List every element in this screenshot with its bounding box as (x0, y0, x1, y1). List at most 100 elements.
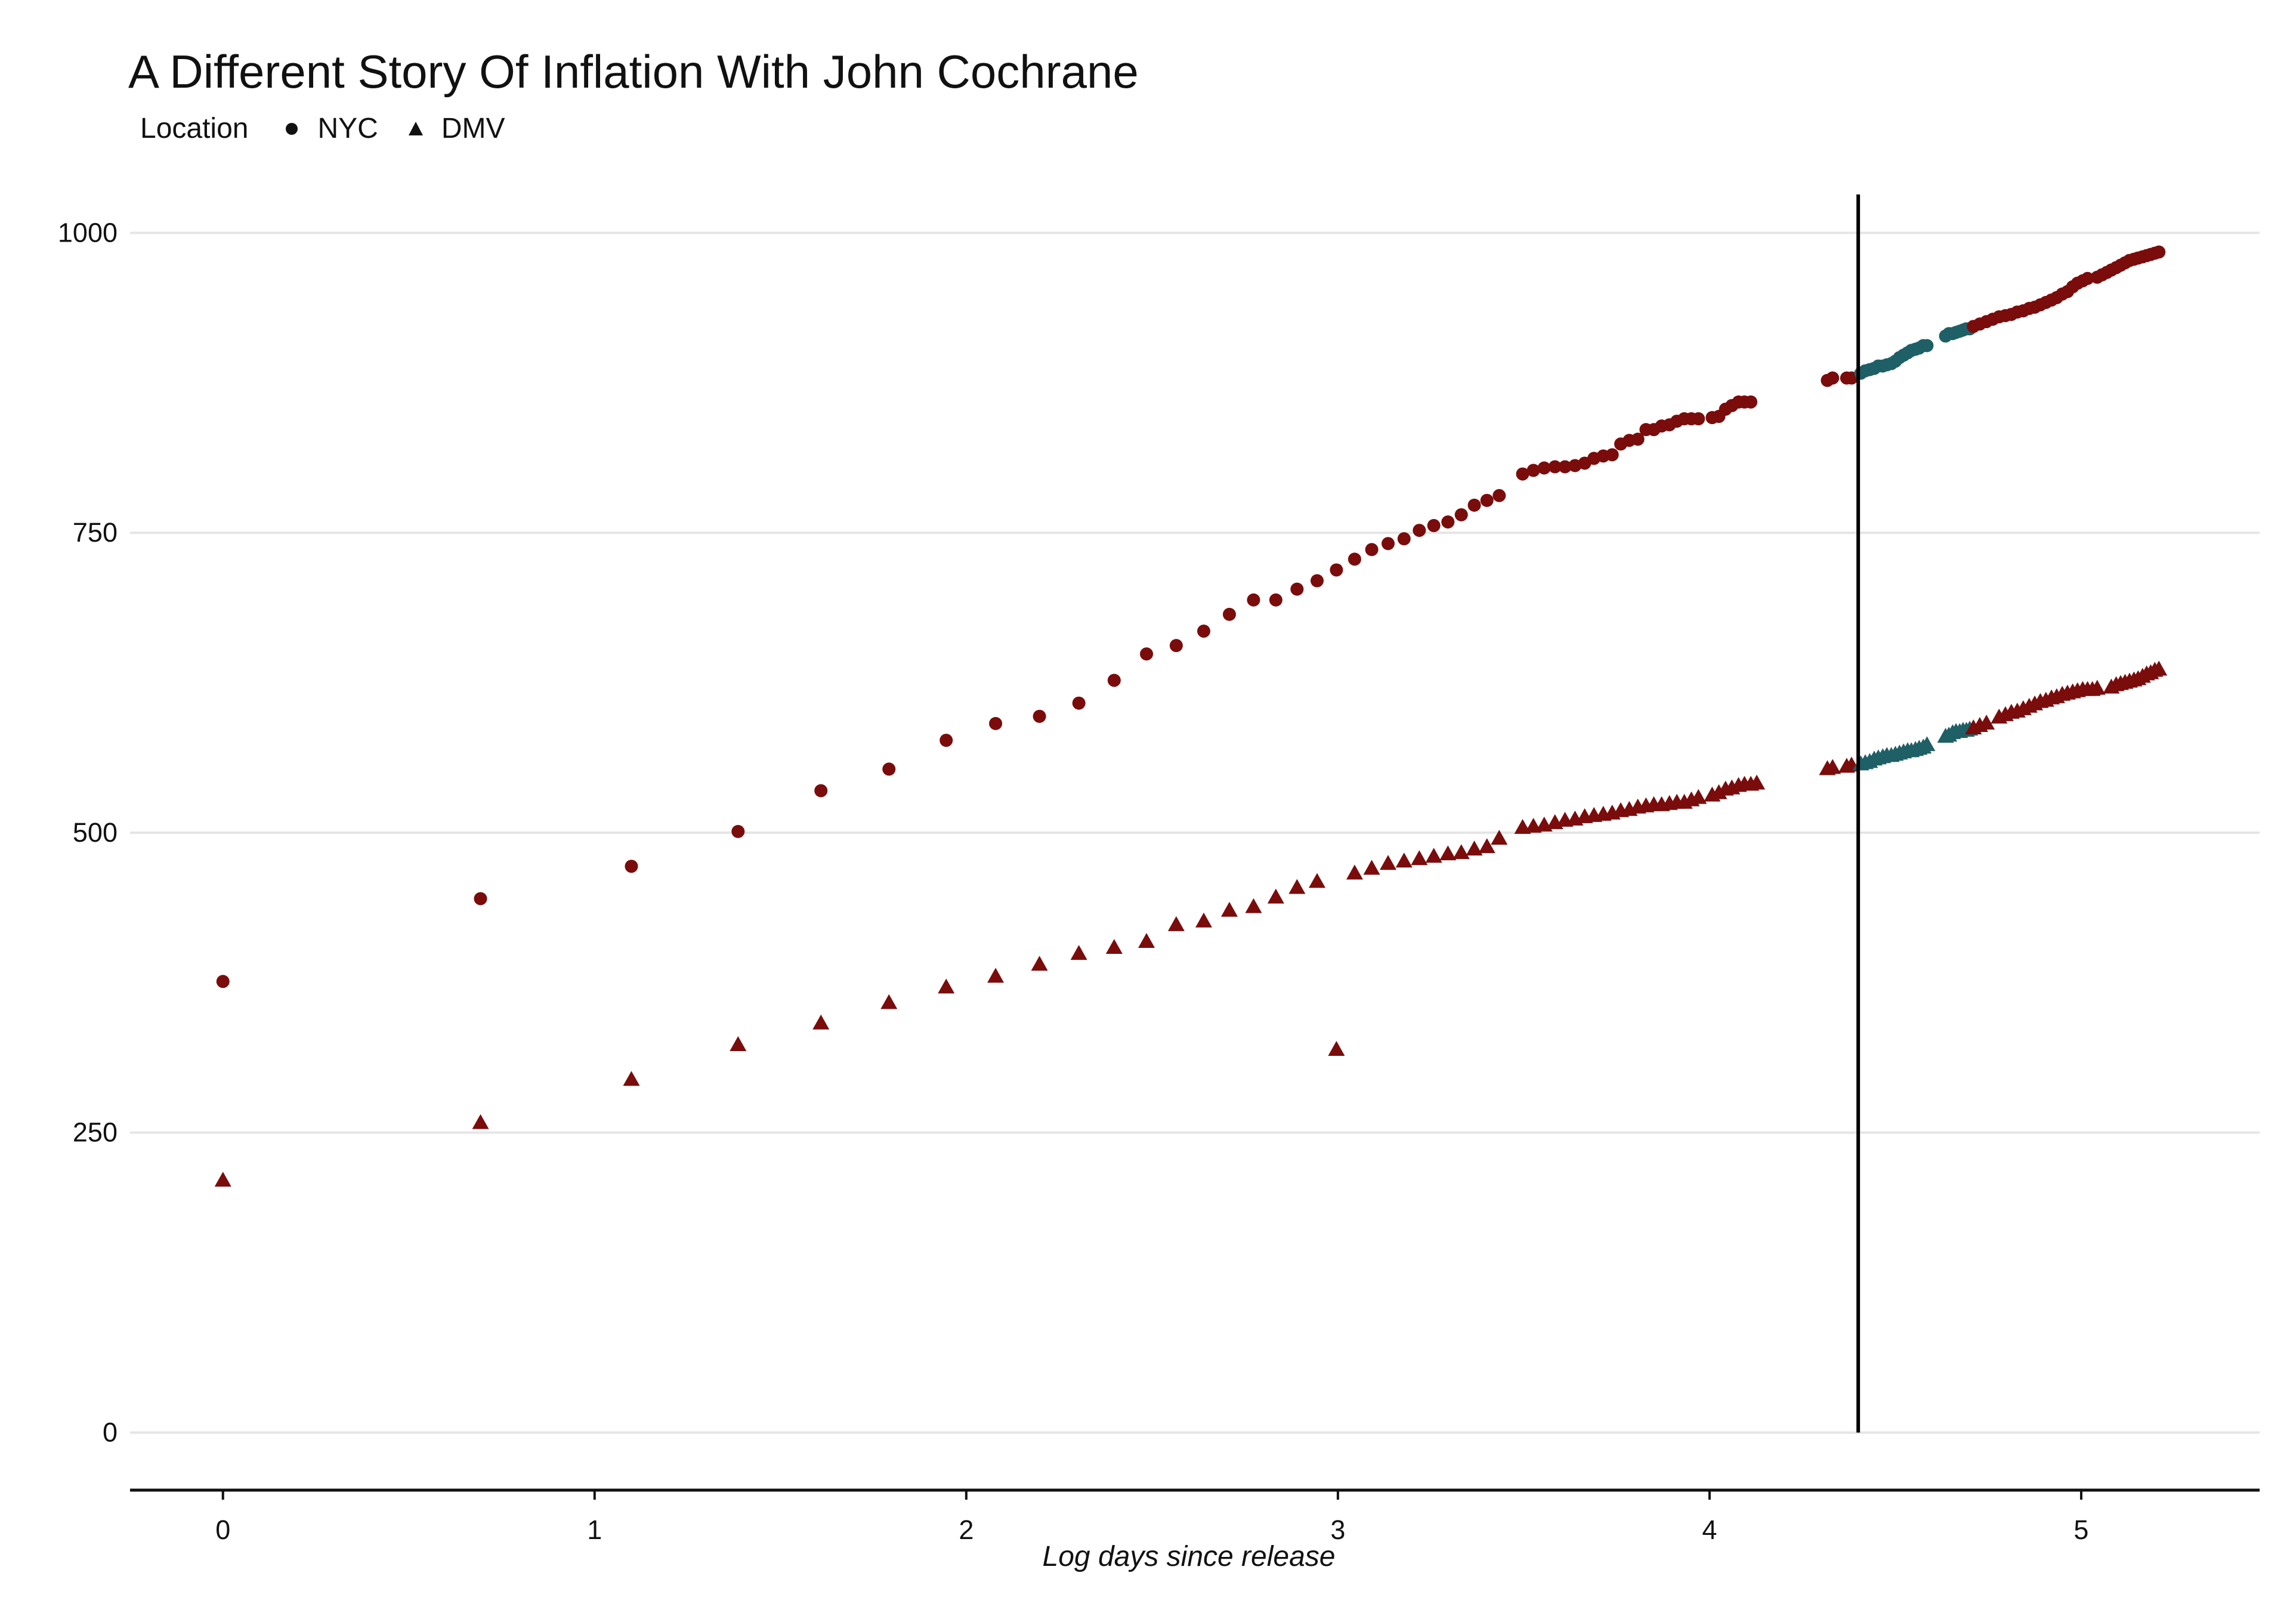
nyc-point (1413, 524, 1426, 537)
nyc-point (814, 784, 828, 798)
dmv-point (214, 1172, 231, 1187)
legend-item-nyc: NYC (283, 112, 378, 145)
dmv-point (1308, 873, 1325, 888)
dmv-point (812, 1014, 830, 1030)
triangle-icon (408, 121, 423, 135)
dmv-point (1105, 939, 1123, 954)
dmv-point (1328, 1041, 1345, 1056)
nyc-point (1348, 552, 1361, 566)
x-tick-label: 2 (959, 1515, 974, 1545)
nyc-point (1310, 574, 1324, 588)
nyc-point (940, 734, 953, 747)
nyc-point (1365, 543, 1379, 557)
legend: Location NYC DMV (140, 112, 534, 145)
dmv-point (1439, 845, 1457, 861)
dmv-point (1411, 850, 1428, 866)
dmv-point (1220, 901, 1238, 917)
nyc-point (1480, 493, 1494, 507)
dmv-point (2088, 679, 2106, 695)
nyc-point (1290, 582, 1304, 596)
grid-lines (130, 231, 2260, 1434)
dmv-point (1466, 841, 1483, 856)
nyc-point (1072, 696, 1086, 710)
nyc-point (1197, 625, 1210, 638)
legend-item-dmv: DMV (407, 112, 505, 145)
dmv-point (1748, 774, 1766, 790)
dmv-point (1363, 860, 1380, 875)
nyc-point (1631, 432, 1645, 446)
dmv-point (1425, 848, 1442, 863)
nyc-point (625, 860, 638, 873)
nyc-point (1454, 508, 1468, 521)
dmv-point (1195, 912, 1212, 928)
legend-label-nyc: NYC (317, 113, 378, 144)
x-tick-label: 1 (587, 1515, 602, 1545)
dmv-point (1379, 855, 1396, 870)
nyc-point (1330, 563, 1343, 577)
nyc-point (882, 762, 896, 776)
nyc-point (1692, 412, 1705, 426)
nyc-point (474, 892, 487, 906)
dmv-point (1918, 736, 1936, 752)
dmv-point (1453, 844, 1470, 860)
dmv-point (1491, 830, 1508, 845)
nyc-point (1169, 639, 1183, 653)
nyc-point (1516, 467, 1529, 481)
nyc-point (216, 975, 230, 988)
nyc-point (1441, 515, 1455, 529)
nyc-point (1247, 593, 1260, 607)
dmv-point (938, 978, 955, 994)
dmv-point (1288, 879, 1306, 894)
nyc-point (2081, 271, 2094, 285)
dmv-point (880, 994, 898, 1009)
dmv-point (1267, 888, 1284, 904)
x-tick-label: 5 (2073, 1515, 2088, 1545)
nyc-point (1033, 709, 1046, 723)
nyc-point (1558, 460, 1572, 474)
nyc-point (1526, 464, 1540, 477)
nyc-point (989, 716, 1003, 730)
dmv-point (987, 968, 1005, 983)
x-tick-label: 4 (1702, 1515, 1717, 1545)
dmv-point (1070, 945, 1087, 960)
nyc-point (731, 824, 745, 838)
dmv-point (1138, 933, 1155, 948)
nyc-point (1222, 607, 1236, 621)
legend-label-dmv: DMV (441, 113, 505, 144)
dmv-point (1346, 864, 1363, 880)
nyc-point (1381, 537, 1395, 551)
nyc-point (1397, 532, 1411, 546)
nyc-point (1826, 371, 1840, 385)
dmv-point (1478, 838, 1495, 854)
y-axis-ticks: 0 250 500 750 1000 (58, 217, 118, 1447)
dmv-point (472, 1114, 489, 1129)
chart-title: A Different Story Of Inflation With John… (128, 45, 1139, 98)
dmv-point (1167, 916, 1185, 931)
nyc-point (1467, 498, 1481, 512)
circle-icon (286, 122, 298, 135)
y-tick-label: 250 (73, 1117, 118, 1148)
y-tick-label: 0 (103, 1417, 118, 1447)
nyc-point (1548, 460, 1562, 474)
dmv-point (1978, 715, 1995, 730)
data-points (214, 245, 2168, 1187)
dmv-point (1395, 852, 1413, 868)
dmv-point (1690, 789, 1707, 804)
dmv-point (1245, 898, 1262, 913)
legend-title: Location (140, 113, 249, 144)
nyc-point (1427, 519, 1441, 533)
y-tick-label: 1000 (58, 217, 118, 248)
nyc-point (1537, 461, 1551, 475)
dmv-point (2150, 660, 2168, 676)
nyc-point (1492, 489, 1506, 502)
nyc-point (1920, 339, 1934, 353)
y-tick-label: 750 (73, 517, 118, 548)
dmv-point (1031, 956, 1048, 971)
x-axis-title: Log days since release (1043, 1541, 1336, 1572)
x-axis-ticks: 0 1 2 3 4 5 (215, 1490, 2088, 1545)
dmv-point (730, 1036, 747, 1051)
nyc-point (2152, 245, 2166, 259)
nyc-point (1107, 673, 1121, 687)
nyc-point (1605, 448, 1619, 462)
